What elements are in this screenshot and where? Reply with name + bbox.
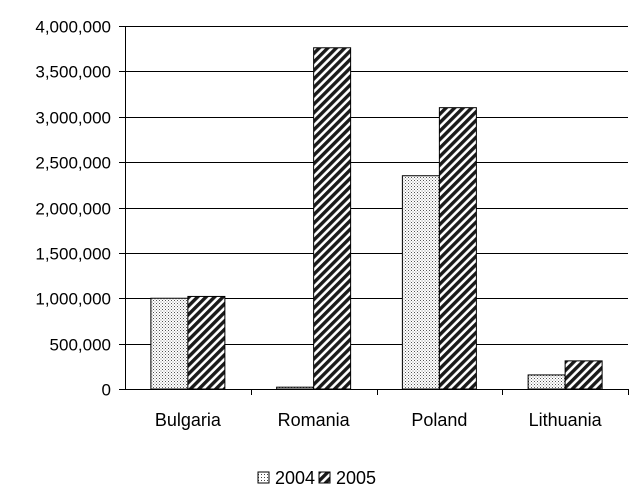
- bar-2005-lithuania: [564, 360, 603, 390]
- legend-label: 2005: [336, 468, 376, 488]
- y-tick-label: 4,000,000: [35, 18, 111, 37]
- y-tick-label: 1,000,000: [35, 290, 111, 309]
- bar-2005-poland: [438, 107, 477, 390]
- axis-labels: 0 500,000 1,000,000 1,500,000 2,000,000 2,500…: [35, 18, 602, 431]
- legend-label: 2004: [275, 468, 315, 488]
- bar-2004-lithuania: [527, 374, 566, 390]
- x-tick-label: Lithuania: [529, 410, 603, 430]
- bar-2005-bulgaria: [187, 295, 226, 390]
- legend-swatch-2005: [318, 471, 331, 484]
- legend: 2004 2005: [257, 468, 376, 488]
- y-tick-label: 500,000: [50, 336, 111, 355]
- x-tick-label: Romania: [278, 410, 351, 430]
- legend-swatch-2004: [257, 471, 270, 484]
- bars: [150, 47, 603, 390]
- bar-2004-bulgaria: [150, 297, 189, 390]
- y-tick-label: 0: [102, 381, 111, 400]
- y-tick-label: 3,000,000: [35, 109, 111, 128]
- bar-2004-romania: [276, 386, 315, 390]
- y-tick-label: 2,000,000: [35, 200, 111, 219]
- y-tick-label: 2,500,000: [35, 154, 111, 173]
- y-tick-label: 3,500,000: [35, 63, 111, 82]
- y-tick-label: 1,500,000: [35, 245, 111, 264]
- bar-2004-poland: [401, 175, 440, 390]
- x-tick-label: Bulgaria: [155, 410, 222, 430]
- bar-2005-romania: [313, 47, 352, 390]
- x-tick-label: Poland: [411, 410, 467, 430]
